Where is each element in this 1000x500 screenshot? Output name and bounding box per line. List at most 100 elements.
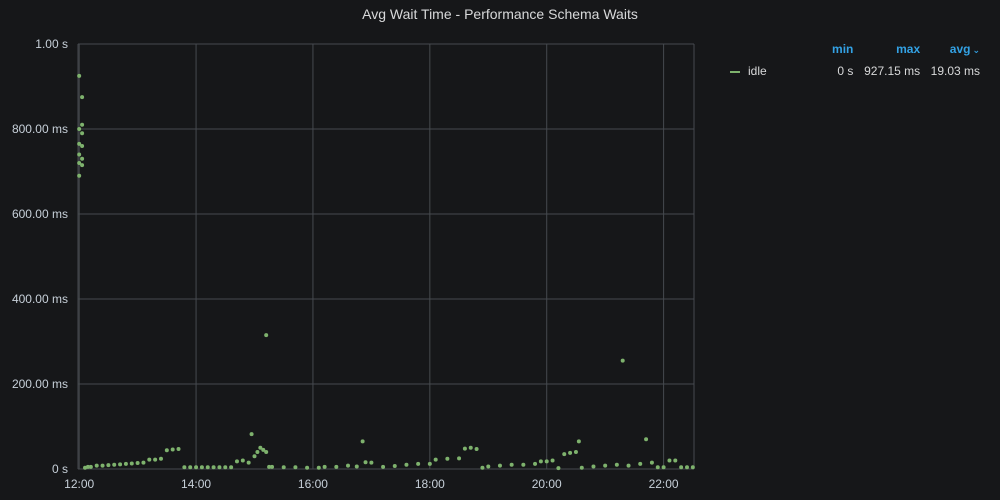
data-point [316,465,321,470]
data-point [118,462,123,467]
y-tick-label: 800.00 ms [12,122,68,136]
data-point [568,450,573,455]
data-point [480,465,485,470]
data-point [305,465,310,470]
data-point [603,463,608,468]
data-point [258,445,263,450]
data-point [591,464,596,469]
data-point [392,464,397,469]
data-point [106,463,111,468]
data-point [249,432,254,437]
y-tick-label: 400.00 ms [12,292,68,306]
data-point [182,465,187,470]
legend-avg-value: 19.03 ms [930,64,980,78]
data-point [462,446,467,451]
data-point [381,464,386,469]
data-point [346,463,351,468]
legend-header-name [722,40,827,62]
data-point [94,463,99,468]
data-point [112,462,117,467]
data-point [261,447,266,452]
data-point [690,465,695,470]
data-point [77,173,82,178]
y-tick-label: 0 s [52,462,68,476]
data-point [80,122,85,127]
data-point [556,466,561,471]
data-point [614,462,619,467]
data-point [264,450,269,454]
data-point [281,465,286,470]
data-point [176,447,181,452]
y-axis: 0 s 200.00 ms 400.00 ms 600.00 ms 800.00 ms 1… [12,37,68,476]
data-point [416,461,421,466]
legend-row-idle[interactable]: idle 0 s 927.15 ms 19.03 ms [722,62,984,80]
data-point [322,464,327,469]
data-point [673,458,678,463]
legend: min max avg ⌄ idle 0 s 927.15 ms 19.03 ms [722,40,984,80]
data-point [199,465,204,470]
data-point [255,450,260,454]
data-point [620,358,625,363]
legend-header-max[interactable]: max [896,42,921,56]
data-point [363,460,368,465]
x-axis: 12:00 14:00 16:00 18:00 20:00 22:00 [64,477,679,491]
data-point [533,461,538,466]
data-point [88,464,93,469]
data-point [270,464,275,469]
data-point [100,463,105,468]
data-point [684,465,689,470]
grid [77,43,695,470]
data-point [404,462,409,467]
series-swatch [730,70,740,73]
data-point [667,458,672,463]
panel-title[interactable]: Avg Wait Time - Performance Schema Waits [362,6,638,22]
data-point [509,462,514,467]
data-point [360,439,365,444]
data-point [573,450,578,454]
data-point [170,447,175,452]
data-point [141,460,146,465]
data-point [229,465,234,470]
legend-table: min max avg ⌄ idle 0 s 927.15 ms 19.03 ms [722,40,984,80]
data-point [550,458,555,463]
data-point [369,460,374,465]
x-tick-label: 16:00 [298,477,328,491]
y-tick-label: 600.00 ms [12,207,68,221]
x-tick-label: 22:00 [649,477,679,491]
data-point [234,459,239,464]
legend-min-value: 0 s [837,64,854,78]
legend-header-min[interactable]: min [832,42,854,56]
data-point [217,465,222,470]
data-point [188,465,193,470]
data-point [638,461,643,466]
data-point [264,333,269,338]
data-point [497,463,502,468]
series-idle [77,73,695,471]
legend-max-value: 927.15 ms [864,64,921,78]
data-point [576,439,581,444]
data-point [626,463,631,468]
data-point [194,465,199,470]
data-point [457,456,462,461]
data-point [486,464,491,469]
data-point [80,131,85,136]
data-point [158,456,163,461]
legend-series-name[interactable]: idle [722,62,827,80]
data-point [538,459,543,464]
data-point [267,464,272,469]
data-point [562,452,567,457]
data-point [252,454,257,459]
data-point [80,95,85,100]
legend-header-avg[interactable]: avg ⌄ [949,42,980,56]
data-point [129,461,134,466]
data-point [77,152,82,157]
data-point [153,457,158,462]
data-point [521,462,526,467]
data-point [123,461,128,466]
data-point [544,459,549,464]
data-point [649,460,654,465]
data-point [80,163,85,168]
data-point [293,465,298,470]
data-point [135,461,140,466]
